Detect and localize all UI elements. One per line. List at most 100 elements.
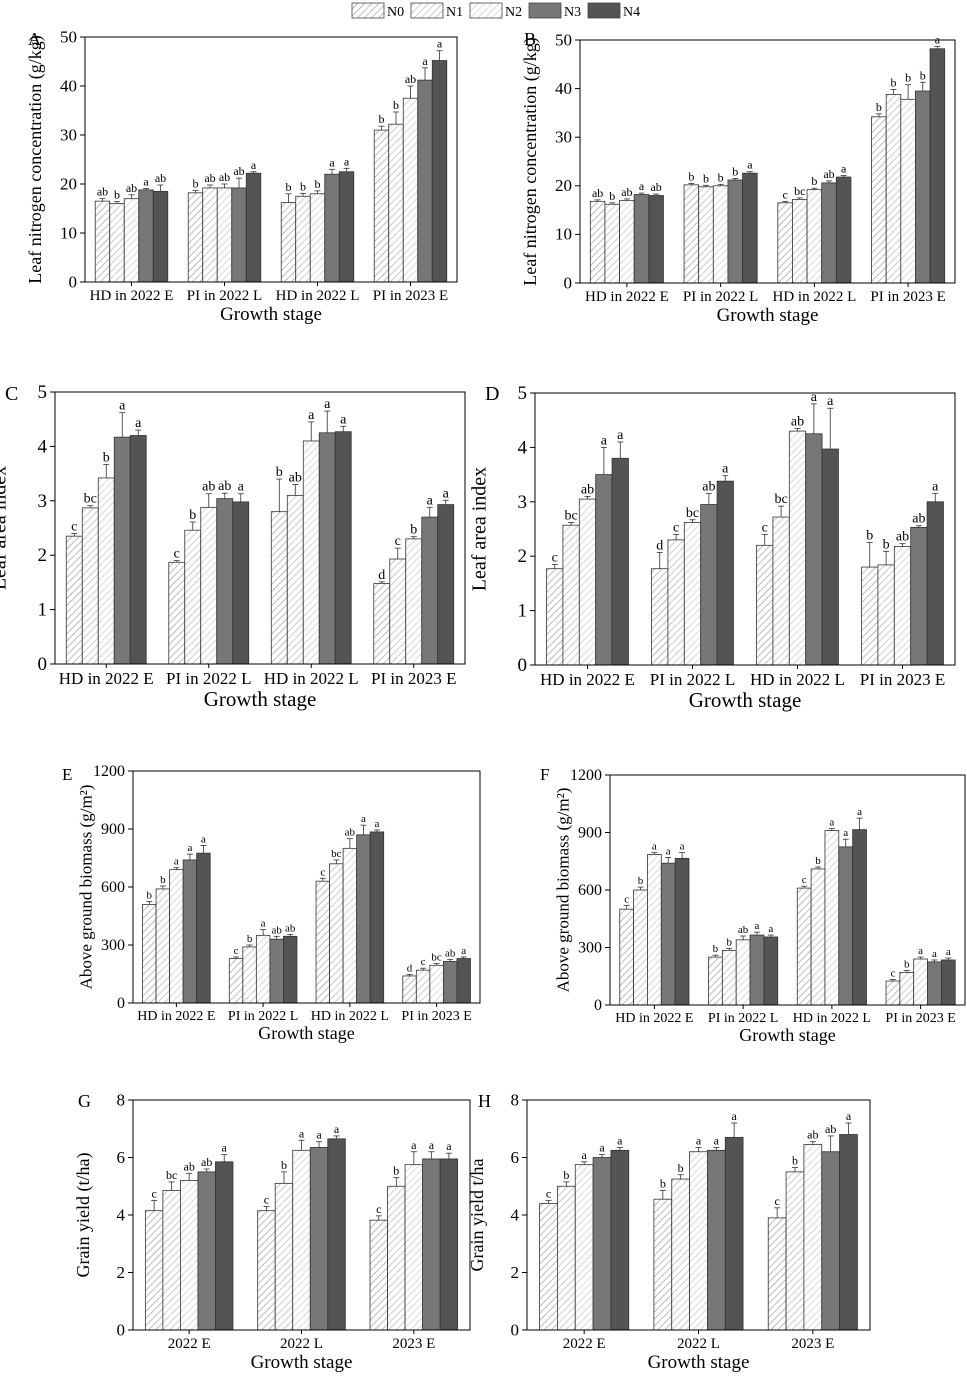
significance-label: a bbox=[652, 841, 657, 853]
y-tick-label: 20 bbox=[60, 174, 77, 193]
bar bbox=[735, 939, 751, 1006]
significance-label: c bbox=[552, 550, 558, 565]
bar bbox=[155, 888, 171, 1004]
significance-label: b bbox=[660, 1177, 666, 1191]
significance-label: b bbox=[920, 68, 926, 82]
bar bbox=[885, 94, 902, 284]
significance-label: b bbox=[276, 465, 283, 480]
significance-label: c bbox=[774, 1194, 779, 1208]
bar bbox=[422, 1158, 441, 1331]
significance-label: a bbox=[437, 37, 443, 51]
bar bbox=[404, 1164, 423, 1331]
significance-label: c bbox=[71, 519, 77, 534]
significance-label: c bbox=[546, 1187, 551, 1201]
significance-label: bc bbox=[431, 951, 442, 963]
significance-label: a bbox=[714, 1133, 720, 1147]
panel-label: A bbox=[28, 29, 41, 49]
significance-label: c bbox=[890, 968, 895, 980]
x-axis-title: Growth stage bbox=[648, 1352, 750, 1373]
bar bbox=[777, 202, 793, 284]
significance-label: b bbox=[678, 1161, 684, 1175]
panel-label: H bbox=[478, 1091, 491, 1111]
bar bbox=[356, 834, 371, 1004]
significance-label: b bbox=[883, 537, 890, 552]
significance-label: a bbox=[119, 399, 126, 414]
significance-label: a bbox=[238, 480, 245, 495]
y-tick-label: 4 bbox=[117, 1205, 126, 1224]
significance-label: a bbox=[599, 1141, 605, 1155]
bar bbox=[373, 583, 391, 665]
significance-label: b bbox=[300, 179, 306, 193]
significance-label: ab bbox=[184, 1159, 195, 1173]
significance-label: b bbox=[905, 71, 911, 85]
x-tick-label: HD in 2022 L bbox=[773, 289, 857, 305]
x-tick-label: 2023 E bbox=[791, 1336, 834, 1352]
legend-entry-n2: N2 bbox=[469, 2, 522, 20]
y-tick-label: 0 bbox=[117, 1320, 126, 1339]
legend-swatch bbox=[528, 2, 562, 19]
significance-label: c bbox=[782, 187, 787, 201]
plot-frame bbox=[534, 392, 956, 666]
legend-swatch bbox=[351, 2, 385, 19]
bar bbox=[604, 203, 620, 284]
y-tick-label: 600 bbox=[578, 882, 602, 899]
significance-label: a bbox=[361, 813, 366, 825]
bar bbox=[803, 1144, 823, 1331]
legend-swatch bbox=[410, 2, 444, 19]
bar bbox=[589, 200, 606, 284]
x-tick-label: HD in 2022 E bbox=[90, 288, 174, 304]
bar bbox=[388, 123, 404, 283]
significance-label: ab bbox=[405, 72, 416, 86]
bar bbox=[202, 187, 218, 283]
bar bbox=[329, 863, 344, 1004]
y-tick-label: 300 bbox=[578, 939, 602, 956]
bar bbox=[727, 179, 743, 284]
significance-label: b bbox=[563, 1168, 569, 1182]
bar bbox=[437, 504, 455, 665]
significance-label: a bbox=[846, 1109, 852, 1123]
significance-label: a bbox=[174, 856, 179, 868]
y-tick-label: 1200 bbox=[570, 767, 602, 784]
bar bbox=[318, 432, 336, 665]
significance-label: a bbox=[143, 174, 149, 188]
bar bbox=[698, 186, 714, 284]
bar bbox=[109, 203, 125, 283]
bar bbox=[439, 1158, 459, 1331]
x-tick-label: HD in 2022 E bbox=[540, 670, 635, 689]
y-tick-label: 900 bbox=[578, 824, 602, 841]
significance-label: ab bbox=[202, 480, 215, 495]
significance-label: a bbox=[429, 1138, 435, 1152]
bar bbox=[913, 958, 928, 1006]
bar bbox=[721, 949, 737, 1006]
bar bbox=[182, 859, 198, 1004]
significance-label: a bbox=[857, 806, 862, 818]
significance-label: a bbox=[666, 845, 671, 857]
bar bbox=[767, 1217, 787, 1331]
bar bbox=[611, 457, 629, 666]
bar bbox=[633, 194, 650, 284]
significance-label: a bbox=[308, 408, 315, 423]
bar bbox=[123, 198, 140, 283]
y-tick-label: 1200 bbox=[93, 763, 125, 780]
bar bbox=[660, 862, 676, 1006]
bar bbox=[785, 1171, 805, 1331]
significance-label: a bbox=[582, 1148, 588, 1162]
x-tick-label: 2022 L bbox=[280, 1336, 323, 1352]
significance-label: a bbox=[732, 1109, 738, 1123]
y-tick-label: 2 bbox=[518, 546, 528, 567]
bar bbox=[231, 187, 247, 283]
bar bbox=[215, 1161, 234, 1331]
y-tick-label: 8 bbox=[511, 1090, 520, 1109]
y-tick-label: 3 bbox=[38, 491, 48, 512]
significance-label: b bbox=[904, 959, 910, 971]
x-tick-label: HD in 2022 L bbox=[264, 669, 359, 688]
bar bbox=[302, 440, 320, 665]
bar bbox=[796, 887, 812, 1006]
bar bbox=[324, 173, 340, 283]
bar bbox=[144, 1210, 164, 1331]
significance-label: ab bbox=[621, 185, 632, 199]
significance-label: ab bbox=[345, 827, 356, 839]
legend-entry-n1: N1 bbox=[410, 2, 463, 20]
